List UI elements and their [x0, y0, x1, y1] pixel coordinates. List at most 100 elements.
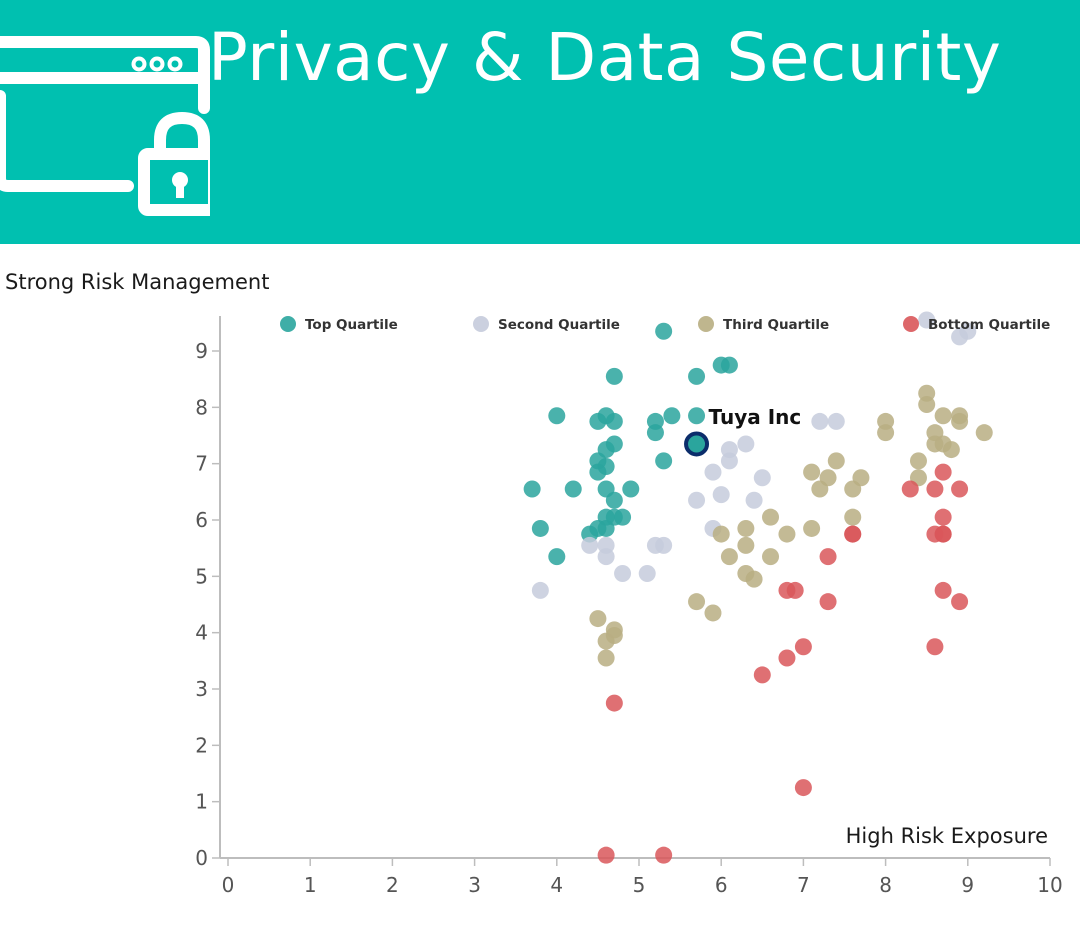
data-point-third	[844, 508, 862, 526]
data-point-second	[918, 311, 936, 329]
legend-marker	[698, 316, 714, 332]
data-point-top	[548, 407, 566, 425]
highlight-point	[684, 431, 710, 457]
data-point-third	[720, 548, 738, 566]
data-point-bottom	[794, 779, 812, 797]
data-point-top	[663, 407, 681, 425]
data-point-third	[778, 525, 796, 543]
data-point-top	[605, 435, 623, 453]
x-tick-label: 6	[715, 873, 728, 897]
data-point-third	[688, 593, 706, 611]
data-point-third	[975, 424, 993, 442]
data-point-third	[819, 469, 837, 487]
data-point-bottom	[819, 548, 837, 566]
data-point-top	[646, 424, 664, 442]
y-axis-title: Strong Risk Management	[5, 270, 270, 294]
data-point-third	[827, 452, 845, 470]
data-point-bottom	[934, 463, 952, 481]
data-point-third	[597, 649, 615, 667]
data-point-second	[753, 469, 771, 487]
data-point-second	[712, 486, 730, 504]
data-point-bottom	[844, 525, 862, 543]
x-tick-label: 2	[386, 873, 399, 897]
data-point-top	[614, 508, 632, 526]
data-point-third	[762, 548, 780, 566]
data-point-top	[720, 356, 738, 374]
x-tick-label: 1	[304, 873, 317, 897]
data-point-bottom	[934, 525, 952, 543]
x-tick-label: 4	[550, 873, 563, 897]
series-second	[531, 311, 977, 599]
data-point-bottom	[951, 593, 969, 611]
data-point-third	[942, 441, 960, 459]
data-point-third	[589, 610, 607, 628]
y-tick-label: 1	[195, 790, 208, 814]
data-point-third	[909, 452, 927, 470]
series-top	[523, 322, 738, 566]
data-point-bottom	[951, 480, 969, 498]
data-point-second	[638, 565, 656, 583]
data-point-bottom	[926, 480, 944, 498]
data-point-third	[951, 412, 969, 430]
data-point-top	[597, 457, 615, 475]
x-tick-label: 10	[1037, 873, 1062, 897]
data-point-bottom	[934, 508, 952, 526]
x-tick-label: 5	[633, 873, 646, 897]
data-point-bottom	[753, 666, 771, 684]
legend-item-second: Second Quartile	[473, 316, 620, 333]
legend-item-third: Third Quartile	[698, 316, 829, 333]
data-point-third	[762, 508, 780, 526]
data-point-top	[531, 519, 549, 537]
y-tick-label: 8	[195, 395, 208, 419]
data-point-second	[688, 491, 706, 509]
y-tick-label: 2	[195, 733, 208, 757]
legend-marker	[903, 316, 919, 332]
data-point-bottom	[934, 581, 952, 599]
x-tick-label: 9	[961, 873, 974, 897]
data-point-third	[737, 519, 755, 537]
data-point-second	[745, 491, 763, 509]
legend-label: Top Quartile	[305, 317, 398, 333]
data-point-second	[959, 322, 977, 340]
data-point-top	[605, 412, 623, 430]
y-tick-label: 3	[195, 677, 208, 701]
data-point-top	[688, 407, 706, 425]
data-point-second	[655, 536, 673, 554]
data-point-third	[803, 463, 821, 481]
legend-label: Third Quartile	[723, 317, 829, 333]
x-tick-label: 7	[797, 873, 810, 897]
data-point-bottom	[605, 694, 623, 712]
data-point-second	[737, 435, 755, 453]
data-point-top	[655, 322, 673, 340]
highlight-label: Tuya Inc	[709, 405, 802, 429]
data-point-third	[745, 570, 763, 588]
data-point-bottom	[794, 638, 812, 656]
data-point-top	[655, 452, 673, 470]
data-point-bottom	[778, 649, 796, 667]
y-tick-label: 4	[195, 621, 208, 645]
legend-marker	[280, 316, 296, 332]
data-point-second	[597, 548, 615, 566]
y-tick-label: 6	[195, 508, 208, 532]
data-point-second	[720, 441, 738, 459]
y-tick-label: 0	[195, 846, 208, 870]
data-point-third	[934, 407, 952, 425]
data-point-top	[622, 480, 640, 498]
y-tick-label: 7	[195, 452, 208, 476]
x-tick-label: 3	[468, 873, 481, 897]
data-point-second	[827, 412, 845, 430]
risk-scatter-chart: 0 1 2 3 4 5 6 7 8 9 10 0 1 2 3 4 5 6 7 8 9 Top Quartile Secon…	[195, 311, 1063, 897]
x-axis-title: High Risk Exposure	[846, 824, 1048, 848]
y-tick-label: 5	[195, 564, 208, 588]
data-point-second	[531, 581, 549, 599]
data-point-top	[523, 480, 541, 498]
data-point-top	[605, 367, 623, 385]
legend-item-top: Top Quartile	[280, 316, 398, 333]
data-point-third	[605, 626, 623, 644]
data-point-second	[614, 565, 632, 583]
data-point-third	[712, 525, 730, 543]
legend-label: Bottom Quartile	[928, 317, 1050, 333]
data-point-second	[811, 412, 829, 430]
series-third	[589, 384, 993, 667]
data-point-bottom	[926, 638, 944, 656]
